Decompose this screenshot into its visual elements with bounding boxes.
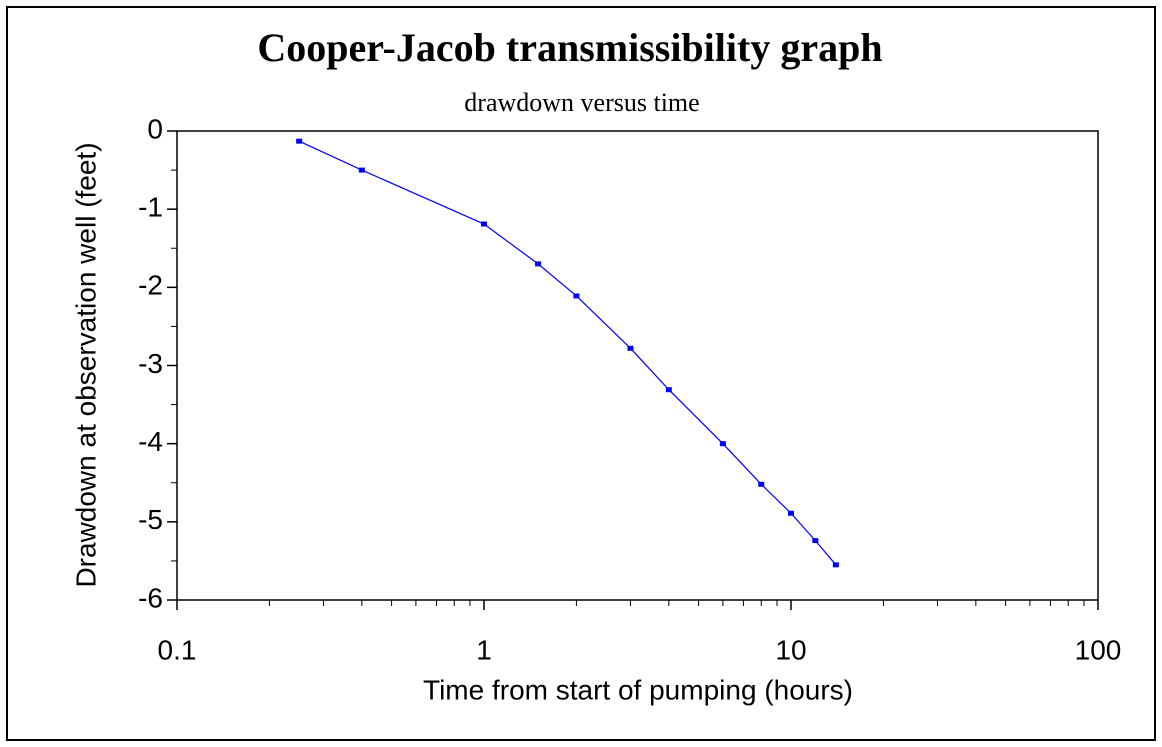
y-tick-label: -1 [138,192,163,223]
y-tick-label: -2 [138,270,163,301]
series-line [298,140,837,566]
x-tick-label: 10 [775,634,806,665]
x-axis-label: Time from start of pumping (hours) [423,674,853,705]
x-tick-label: 1 [476,634,492,665]
chart-frame [6,6,1156,741]
y-tick-label: 0 [147,113,163,144]
data-point [758,481,765,487]
data-point [481,221,487,227]
data-point [535,261,542,267]
data-point [812,538,819,544]
data-point [573,293,580,299]
x-tick-label: 0.1 [158,634,197,665]
data-point [358,167,365,173]
data-point [627,345,634,351]
data-point [832,562,839,568]
chart-subtitle: drawdown versus time [464,88,699,117]
y-tick-label: -6 [138,582,163,613]
y-tick-label: -3 [138,348,163,379]
y-axis-label: Drawdown at observation well (feet) [70,142,101,587]
data-point [788,510,794,516]
chart-title: Cooper-Jacob transmissibility graph [257,25,882,70]
data-point [296,138,303,144]
x-tick-label: 100 [1075,634,1122,665]
y-tick-label: -5 [138,504,163,535]
data-point [665,387,672,393]
y-tick-label: -4 [138,426,163,457]
data-point [719,441,726,447]
